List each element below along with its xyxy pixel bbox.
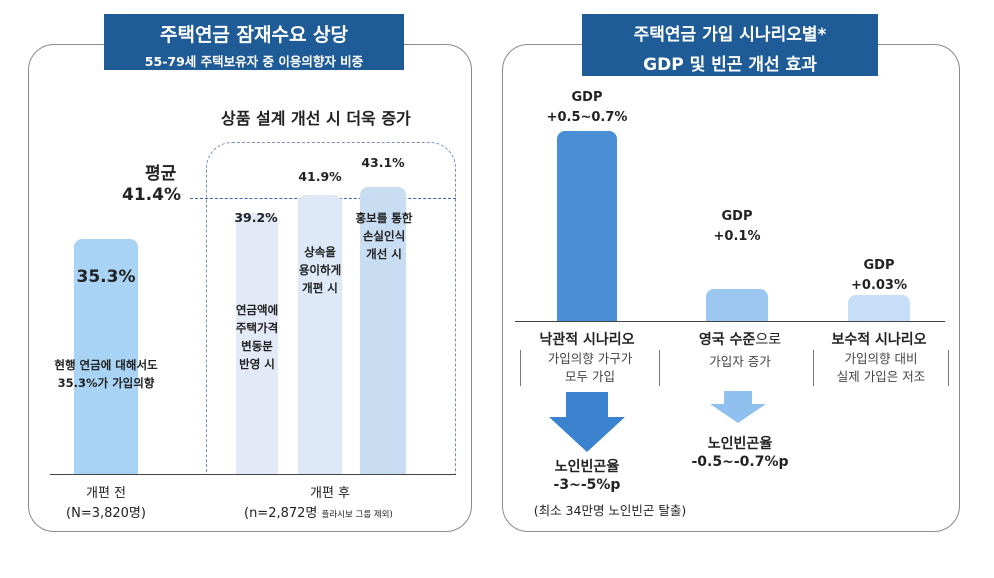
left-banner-subtitle: 55-79세 주택보유자 중 이용의향자 비중 [144, 54, 364, 69]
s1-name: 낙관적 시나리오 [539, 332, 635, 348]
s2-name-bold: 영국 수준 [698, 332, 756, 348]
bar-after-3-value: 43.1% [361, 155, 405, 170]
s2-name-rest: 으로 [755, 332, 782, 348]
bar-after-2-value: 41.9% [298, 169, 342, 184]
bar-after-1-value: 39.2% [234, 210, 278, 225]
bar-before [74, 238, 138, 474]
right-baseline [515, 321, 945, 322]
scenario-bar-3 [848, 295, 910, 321]
bar-after-1 [236, 212, 278, 474]
x-label-after: 개편 후 [309, 486, 350, 501]
bar-after-1-text: 연금액에 주택가격 변동분 반영 시 [235, 303, 279, 371]
left-baseline [50, 474, 456, 475]
s1-gdp-label: GDP [571, 90, 603, 105]
left-banner-title: 주택연금 잠재수요 상당 [159, 24, 349, 46]
average-label: 평균 [145, 164, 177, 184]
scenario-bar-1 [557, 131, 617, 321]
left-banner: 주택연금 잠재수요 상당 55-79세 주택보유자 중 이용의향자 비중 [104, 14, 404, 70]
average-value: 41.4% [122, 185, 181, 205]
right-banner-line1: 주택연금 가입 시나리오별* [633, 25, 827, 45]
x-label-before: 개편 전 [85, 486, 126, 501]
scenario-bar-2 [706, 289, 768, 321]
s3-gdp-value: +0.03% [851, 278, 907, 293]
bar-before-text: 현행 연금에 대해서도 35.3%가 가입의향 [54, 358, 158, 390]
bar-after-2-text: 상속을 용이하게 개편 시 [298, 245, 342, 295]
poverty2-label: 노인빈곤율 [707, 436, 773, 452]
n-after-note: 플라시보 그룹 제외) [321, 510, 393, 520]
down-arrow-2-icon [710, 391, 766, 423]
s3-gdp-label: GDP [863, 258, 895, 273]
s2-gdp-value: +0.1% [713, 229, 761, 244]
s3-name: 보수적 시나리오 [831, 332, 927, 348]
bar-after-3-text: 홍보를 통한 손실인식 개선 시 [355, 211, 413, 261]
n-after-count: (n=2,872명 [244, 506, 318, 521]
right-banner: 주택연금 가입 시나리오별* GDP 및 빈곤 개선 효과 [582, 14, 878, 76]
down-arrow-1-icon [549, 392, 625, 452]
n-before: (N=3,820명) [66, 506, 146, 521]
s1-gdp-value: +0.5~0.7% [546, 110, 628, 125]
poverty2-value: -0.5~-0.7%p [691, 454, 789, 470]
right-banner-line2: GDP 및 빈곤 개선 효과 [643, 55, 817, 75]
s2-desc: 가입자 증가 [709, 354, 771, 369]
s1-desc: 가입의향 가구가 모두 가입 [520, 350, 660, 386]
s2-gdp-label: GDP [721, 209, 753, 224]
poverty1-label: 노인빈곤율 [554, 459, 620, 475]
bar-before-value: 35.3% [76, 267, 136, 287]
bar-after-2 [298, 194, 342, 474]
poverty1-note: (최소 34만명 노인빈곤 탈출) [533, 503, 687, 518]
n-after: (n=2,872명 플라시보 그룹 제외) [244, 502, 393, 521]
bar-after-3 [360, 186, 406, 474]
after-group-box [206, 142, 456, 475]
s3-desc: 가입의향 대비 실제 가입은 저조 [813, 350, 949, 386]
design-improvement-header: 상품 설계 개선 시 더욱 증가 [221, 109, 411, 128]
poverty1-value: -3~-5%p [553, 477, 621, 493]
s2-name: 영국 수준으로 [680, 329, 800, 349]
